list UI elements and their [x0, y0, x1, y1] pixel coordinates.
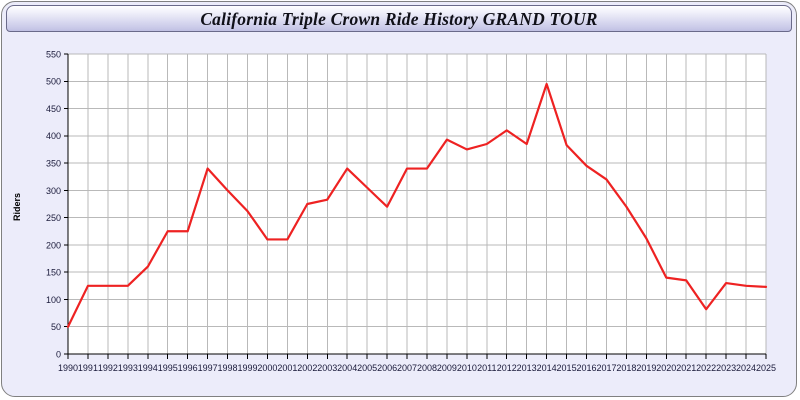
x-tick-label: 2014: [537, 363, 557, 373]
page-title: California Triple Crown Ride History GRA…: [200, 9, 598, 29]
x-tick-label: 2024: [736, 363, 756, 373]
x-tick-label: 2013: [517, 363, 537, 373]
x-tick-label: 2022: [696, 363, 716, 373]
y-tick-label: 200: [46, 240, 61, 250]
y-tick-label: 300: [46, 186, 61, 196]
y-tick-label: 550: [46, 49, 61, 59]
x-tick-label: 1998: [218, 363, 238, 373]
x-tick-label: 2006: [377, 363, 397, 373]
x-tick-label: 2021: [676, 363, 696, 373]
x-tick-label: 2023: [716, 363, 736, 373]
y-tick-label: 100: [46, 295, 61, 305]
x-tick-label: 1991: [78, 363, 98, 373]
y-tick-label: 150: [46, 268, 61, 278]
plot-background: [68, 54, 766, 354]
x-tick-label: 1990: [58, 363, 78, 373]
x-tick-label: 2000: [257, 363, 277, 373]
y-tick-label: 0: [56, 349, 61, 359]
x-tick-label: 2012: [497, 363, 517, 373]
x-tick-label: 2020: [656, 363, 676, 373]
y-tick-label: 400: [46, 131, 61, 141]
x-tick-label: 2018: [616, 363, 636, 373]
x-tick-label: 2019: [636, 363, 656, 373]
x-tick-label: 2008: [417, 363, 437, 373]
data-series-riders: [66, 82, 768, 328]
x-tick-label: 1994: [138, 363, 158, 373]
x-tick-label: 1992: [98, 363, 118, 373]
plot-area: Riders 0 50 100 150 200 250 300 350 400 450 500 550…: [0, 34, 796, 394]
x-tick-label: 2011: [477, 363, 496, 373]
x-tick-label: 2017: [596, 363, 616, 373]
x-tick-label: 1995: [158, 363, 178, 373]
x-tick-label: 2025: [756, 363, 776, 373]
x-tick-label: 2001: [277, 363, 297, 373]
x-tick-label: 2003: [317, 363, 337, 373]
x-tick-label: 2005: [357, 363, 377, 373]
x-tick-label: 2002: [297, 363, 317, 373]
x-tick-label: 1999: [237, 363, 257, 373]
x-tick-label: 1993: [118, 363, 138, 373]
x-tick-label: 2009: [437, 363, 457, 373]
x-tick-label: 2016: [576, 363, 596, 373]
y-tick-label: 250: [46, 213, 61, 223]
x-tick-label: 2007: [397, 363, 417, 373]
y-tick-label: 350: [46, 158, 61, 168]
x-tick-label: 2010: [457, 363, 477, 373]
x-tick-label: 2004: [337, 363, 357, 373]
y-tick-label: 450: [46, 104, 61, 114]
title-bar: California Triple Crown Ride History GRA…: [6, 5, 792, 32]
x-tick-label: 1996: [178, 363, 198, 373]
x-tick-label: 2015: [557, 363, 577, 373]
y-tick-label: 50: [51, 322, 61, 332]
y-tick-label: 500: [46, 77, 61, 87]
x-tick-label: 1997: [198, 363, 218, 373]
